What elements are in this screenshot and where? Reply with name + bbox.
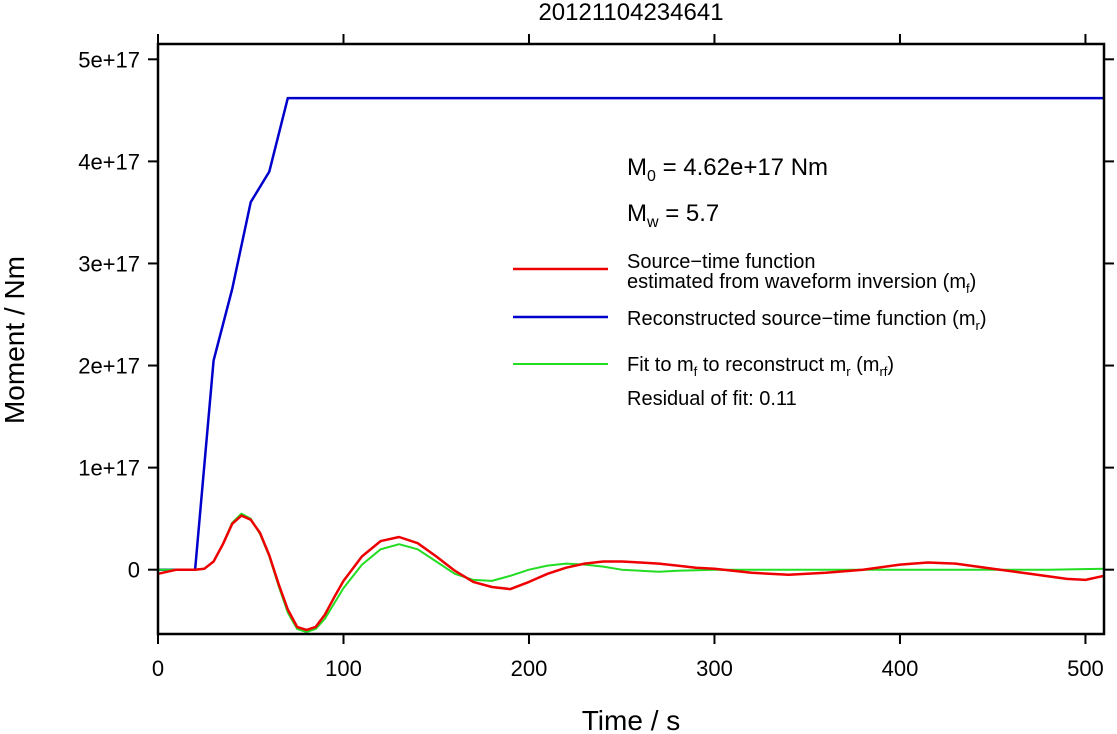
m0-annotation: M0 = 4.62e+17 Nm xyxy=(627,154,828,185)
series-line-red xyxy=(157,514,1105,632)
mw-annotation: Mw = 5.7 xyxy=(627,200,719,231)
x-tick-label: 100 xyxy=(325,656,362,681)
axes-layer: 0 100 200 300 400 500 0 1e+17 2e+17 3e+17 4e+17 5e+… xyxy=(78,34,1114,681)
y-axis-label: Moment / Nm xyxy=(0,256,30,424)
y-tick-label: 4e+17 xyxy=(78,149,140,174)
x-axis-label: Time / s xyxy=(582,705,681,734)
plot-frame xyxy=(156,42,1106,636)
series-line-blue xyxy=(158,96,1104,571)
y-tick-label: 5e+17 xyxy=(78,47,140,72)
x-tick-label: 200 xyxy=(511,656,548,681)
legend-label-blue: Reconstructed source−time function (mr) xyxy=(627,308,987,333)
x-tick-label: 0 xyxy=(152,656,164,681)
series-line-green xyxy=(158,512,1105,633)
y-tick-label: 1e+17 xyxy=(78,456,140,481)
legend-label-green: Fit to mf to reconstruct mr (mrf) xyxy=(627,354,894,379)
legend-label-red-line2: estimated from waveform inversion (mf) xyxy=(627,271,976,296)
x-tick-label: 400 xyxy=(882,656,919,681)
legend: Source−time function estimated from wave… xyxy=(513,251,987,410)
y-tick-label: 3e+17 xyxy=(78,251,140,276)
x-tick-label: 500 xyxy=(1067,656,1104,681)
x-tick-label: 300 xyxy=(696,656,733,681)
legend-label-red-line1: Source−time function xyxy=(627,251,815,273)
y-tick-label: 0 xyxy=(128,558,140,583)
residual-annotation: Residual of fit: 0.11 xyxy=(627,388,797,410)
series-layer xyxy=(157,96,1105,633)
y-tick-label: 2e+17 xyxy=(78,354,140,379)
chart-title: 20121104234641 xyxy=(538,0,723,26)
